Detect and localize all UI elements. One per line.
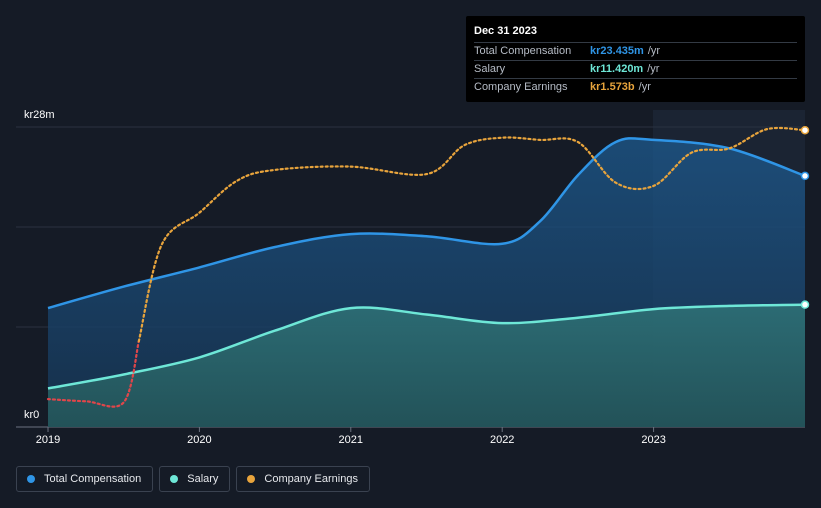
salary-line xyxy=(47,303,806,390)
salary-end-dot xyxy=(800,300,810,309)
tooltip-label: Company Earnings xyxy=(474,81,568,93)
legend: Total Compensation Salary Company Earnin… xyxy=(16,466,370,492)
tooltip-unit: /yr xyxy=(647,63,660,75)
tooltip-unit: /yr xyxy=(638,81,651,93)
x-tick-label: 2020 xyxy=(187,434,211,446)
x-tick-label: 2019 xyxy=(36,434,60,446)
y-tick-label-top: kr28m xyxy=(24,109,55,121)
legend-item-company-earnings[interactable]: Company Earnings xyxy=(236,466,370,492)
legend-item-total-compensation[interactable]: Total Compensation xyxy=(16,466,154,492)
y-tick-label-bottom: kr0 xyxy=(24,409,39,421)
salary-area xyxy=(48,304,805,427)
company-earnings-end-dot xyxy=(800,125,810,135)
x-tick-label: 2023 xyxy=(641,434,665,446)
company-earnings-line xyxy=(137,126,807,343)
tooltip-row-total: Total Compensation kr23.435m /yr xyxy=(474,42,797,60)
tooltip-value: kr1.573b xyxy=(590,81,635,93)
tooltip-value: kr23.435m xyxy=(590,45,644,57)
company-earnings-loss-line xyxy=(46,340,140,408)
x-tick-label: 2021 xyxy=(339,434,363,446)
tooltip-value: kr11.420m xyxy=(590,63,644,75)
legend-label: Company Earnings xyxy=(264,473,358,485)
legend-label: Salary xyxy=(187,473,219,485)
tooltip-row-salary: Salary kr11.420m /yr xyxy=(474,60,797,78)
legend-dot-icon xyxy=(27,475,35,483)
legend-label: Total Compensation xyxy=(44,473,142,485)
x-tick-label: 2022 xyxy=(490,434,514,446)
tooltip-date: Dec 31 2023 xyxy=(474,25,537,37)
tooltip-row-earnings: Company Earnings kr1.573b /yr xyxy=(474,78,797,96)
total-compensation-end-dot xyxy=(800,171,810,181)
tooltip: Dec 31 2023 Total Compensation kr23.435m… xyxy=(466,16,805,102)
tooltip-label: Total Compensation xyxy=(474,45,572,57)
total-compensation-line xyxy=(47,137,806,310)
legend-item-salary[interactable]: Salary xyxy=(159,466,231,492)
legend-dot-icon xyxy=(170,475,179,483)
tooltip-label: Salary xyxy=(474,63,506,75)
tooltip-unit: /yr xyxy=(647,45,661,57)
legend-dot-icon xyxy=(247,475,256,483)
